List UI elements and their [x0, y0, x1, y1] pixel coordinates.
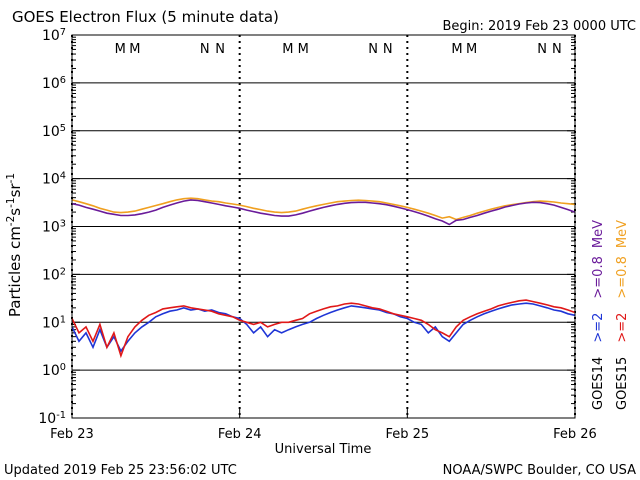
legend-series: >=0.8	[591, 256, 606, 298]
orbit-marker: N	[552, 42, 562, 57]
orbit-marker: N	[383, 42, 393, 57]
legend-unit: MeV	[615, 220, 630, 248]
y-tick-label: 104	[42, 170, 66, 188]
begin-time: Begin: 2019 Feb 23 0000 UTC	[442, 19, 636, 34]
orbit-marker: M	[451, 42, 462, 57]
updated-time: Updated 2019 Feb 25 23:56:02 UTC	[4, 463, 237, 478]
orbit-marker: M	[115, 42, 126, 57]
legend-series: >=0.8	[615, 256, 630, 298]
y-tick-label: 101	[42, 314, 66, 332]
orbit-marker: M	[129, 42, 140, 57]
source: NOAA/SWPC Boulder, CO USA	[443, 463, 636, 478]
y-tick-label: 100	[42, 362, 66, 380]
x-tick-label: Feb 23	[50, 427, 94, 442]
legend-unit: MeV	[591, 220, 606, 248]
orbit-marker: N	[215, 42, 225, 57]
y-tick-label: 102	[42, 266, 66, 284]
x-tick-label: Feb 25	[385, 427, 429, 442]
x-tick-label: Feb 24	[218, 427, 262, 442]
legend-series: >=2	[615, 313, 630, 343]
orbit-marker: N	[537, 42, 547, 57]
y-tick-label: 10-1	[38, 410, 66, 428]
flux-line	[71, 299, 576, 359]
legend-goes14: GOES14 >=2 >=0.8 MeV	[591, 220, 606, 410]
flux-line	[71, 197, 576, 221]
legend-goes15: GOES15 >=2 >=0.8 MeV	[615, 220, 630, 410]
x-axis-label: Universal Time	[275, 442, 372, 457]
legend-satellite: GOES14	[591, 357, 606, 410]
y-axis-label: Particles cm-2s-1sr-1	[5, 173, 24, 317]
y-tick-label: 103	[42, 218, 66, 236]
orbit-marker: M	[282, 42, 293, 57]
flux-line	[71, 199, 576, 226]
flux-line	[71, 302, 576, 353]
y-tick-label: 107	[42, 27, 66, 45]
y-tick-label: 106	[42, 74, 66, 92]
chart-title: GOES Electron Flux (5 minute data)	[12, 8, 279, 26]
plot-frame	[71, 34, 576, 419]
orbit-marker: N	[200, 42, 210, 57]
orbit-marker: N	[368, 42, 378, 57]
legend-series: >=2	[591, 313, 606, 343]
orbit-marker: M	[466, 42, 477, 57]
orbit-marker: M	[298, 42, 309, 57]
legend-satellite: GOES15	[615, 357, 630, 410]
x-tick-label: Feb 26	[553, 427, 597, 442]
y-tick-label: 105	[42, 122, 66, 140]
